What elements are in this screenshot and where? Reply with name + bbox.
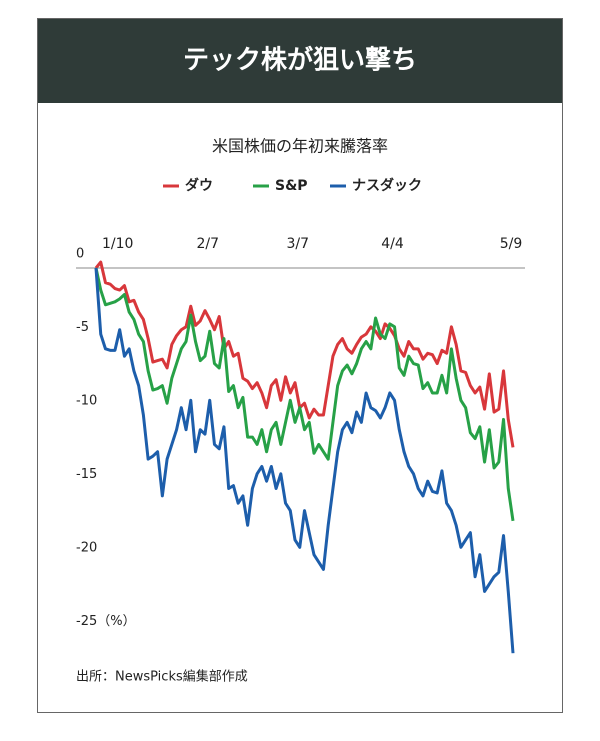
chart-title: テック株が狙い撃ち bbox=[183, 45, 417, 76]
x-tick-label: 5/9 bbox=[500, 236, 523, 252]
series-line bbox=[94, 260, 515, 448]
x-tick-label: 2/7 bbox=[196, 236, 219, 252]
y-tick-label: -5 bbox=[76, 320, 89, 335]
legend-label: ダウ bbox=[185, 177, 213, 194]
x-tick-label: 3/7 bbox=[286, 236, 309, 252]
y-tick-label: -10 bbox=[76, 394, 97, 409]
series-line bbox=[94, 267, 515, 654]
source-note: 出所：NewsPicks編集部作成 bbox=[76, 669, 248, 685]
y-tick-label: -25（%） bbox=[76, 614, 136, 629]
series-line bbox=[94, 267, 515, 522]
y-tick-label: 0 bbox=[76, 247, 84, 262]
legend-label: S&P bbox=[275, 178, 308, 194]
x-tick-label: 1/10 bbox=[102, 236, 133, 252]
y-tick-label: -15 bbox=[76, 467, 97, 482]
header bbox=[38, 19, 562, 103]
x-tick-label: 4/4 bbox=[381, 236, 404, 252]
legend-label: ナスダック bbox=[352, 177, 422, 194]
y-tick-label: -20 bbox=[76, 541, 97, 556]
frame bbox=[37, 18, 563, 713]
chart-subtitle: 米国株価の年初来騰落率 bbox=[212, 137, 388, 156]
